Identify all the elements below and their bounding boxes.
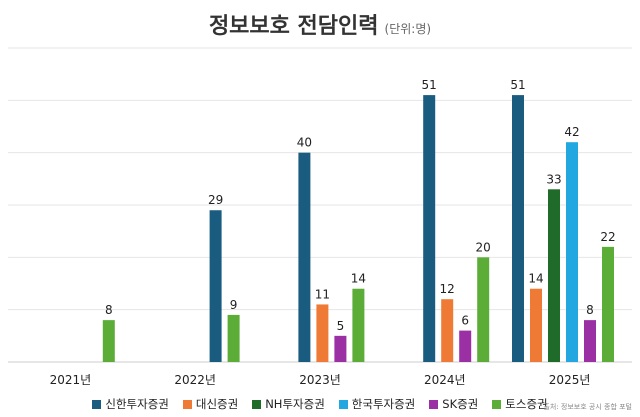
- legend-swatch: [252, 399, 262, 409]
- bar: [352, 288, 365, 362]
- bar: [602, 246, 614, 362]
- legend-label: SK증권: [442, 397, 479, 411]
- bar: [512, 95, 524, 362]
- bar: [441, 299, 454, 362]
- data-label: 22: [600, 230, 615, 244]
- chart-title-text: 정보보호 전담인력: [208, 14, 379, 39]
- bar: [423, 95, 436, 362]
- legend-label: NH투자증권: [265, 397, 325, 411]
- data-label: 51: [510, 78, 525, 92]
- legend-item: 한국투자증권: [338, 396, 416, 412]
- bar: [566, 142, 578, 362]
- legend-item: 신한투자증권: [92, 396, 169, 412]
- data-label: 6: [461, 314, 469, 328]
- data-label: 29: [208, 193, 223, 207]
- data-label: 12: [440, 282, 455, 296]
- bar: [334, 335, 347, 362]
- data-label: 14: [528, 272, 543, 286]
- bar: [298, 152, 311, 362]
- chart-title: 정보보호 전담인력 (단위:명): [0, 8, 640, 40]
- legend-item: NH투자증권: [252, 396, 325, 412]
- data-label: 8: [105, 303, 113, 317]
- bar: [459, 330, 472, 362]
- bar: [227, 314, 240, 362]
- bar: [209, 210, 222, 362]
- legend-label: 신한투자증권: [105, 397, 169, 411]
- data-label: 51: [422, 78, 437, 92]
- data-label: 9: [230, 298, 238, 312]
- legend-swatch: [338, 399, 348, 409]
- legend-swatch: [492, 399, 502, 409]
- data-label: 20: [476, 240, 491, 254]
- bar: [102, 320, 115, 362]
- bar: [530, 288, 542, 362]
- legend-swatch: [429, 399, 439, 409]
- legend-label: 대신증권: [195, 397, 239, 411]
- legend-swatch: [92, 399, 102, 409]
- chart-legend: 신한투자증권 대신증권 NH투자증권 한국투자증권 SK증권 토스증권: [0, 396, 640, 412]
- x-tick-label: 2023년: [299, 373, 341, 387]
- data-label: 14: [351, 272, 366, 286]
- data-label: 40: [297, 136, 312, 150]
- data-label: 5: [337, 319, 345, 333]
- legend-label: 토스증권: [505, 397, 548, 411]
- legend-label: 한국투자증권: [351, 397, 416, 411]
- bar: [477, 257, 490, 362]
- legend-item: SK증권: [429, 396, 478, 412]
- data-label: 8: [586, 303, 594, 317]
- bar: [548, 189, 560, 362]
- x-tick-label: 2024년: [424, 373, 466, 387]
- data-label: 42: [564, 125, 579, 139]
- legend-item: 대신증권: [182, 396, 239, 412]
- legend-item: 토스증권: [492, 396, 548, 412]
- chart-unit: (단위:명): [384, 22, 432, 36]
- legend-swatch: [182, 399, 192, 409]
- source-note: 출처: 정보보호 공시 종합 포털: [543, 403, 632, 411]
- data-label: 33: [546, 172, 561, 186]
- x-tick-label: 2022년: [174, 373, 216, 387]
- data-label: 11: [315, 287, 330, 301]
- x-tick-label: 2021년: [50, 373, 92, 387]
- bar: [316, 304, 329, 362]
- bar: [584, 320, 596, 362]
- x-tick-label: 2025년: [549, 373, 591, 387]
